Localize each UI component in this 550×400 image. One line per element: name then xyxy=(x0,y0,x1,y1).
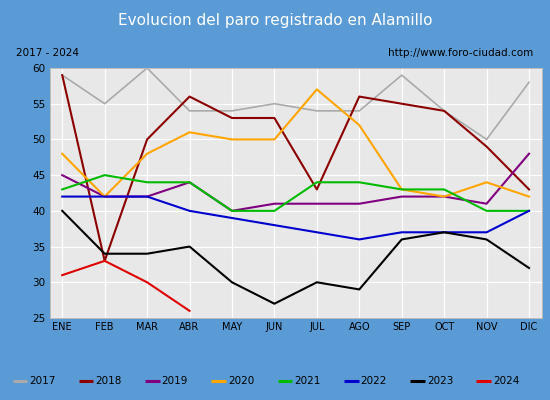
Text: 2024: 2024 xyxy=(493,376,519,386)
Text: 2023: 2023 xyxy=(427,376,453,386)
Text: http://www.foro-ciudad.com: http://www.foro-ciudad.com xyxy=(388,48,534,58)
Text: 2017: 2017 xyxy=(29,376,56,386)
Text: 2021: 2021 xyxy=(294,376,321,386)
Text: 2017 - 2024: 2017 - 2024 xyxy=(16,48,79,58)
Text: 2018: 2018 xyxy=(95,376,122,386)
Text: Evolucion del paro registrado en Alamillo: Evolucion del paro registrado en Alamill… xyxy=(118,14,432,28)
Text: 2022: 2022 xyxy=(360,376,387,386)
Text: 2020: 2020 xyxy=(228,376,254,386)
Text: 2019: 2019 xyxy=(162,376,188,386)
